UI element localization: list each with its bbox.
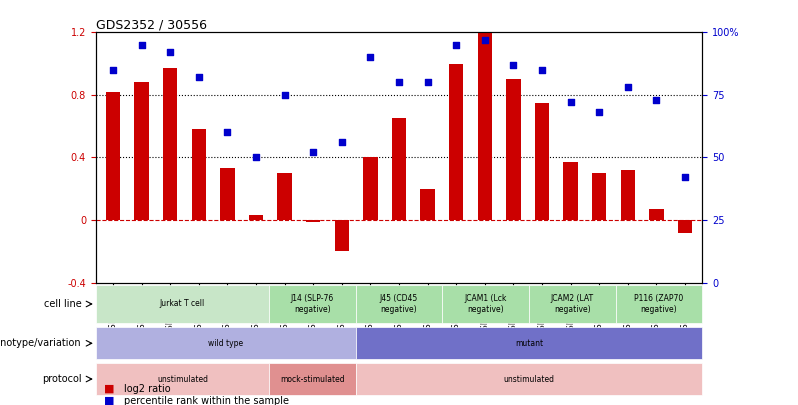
Point bbox=[622, 84, 634, 91]
Point bbox=[393, 79, 405, 86]
Text: Jurkat T cell: Jurkat T cell bbox=[160, 299, 205, 309]
Text: P116 (ZAP70
negative): P116 (ZAP70 negative) bbox=[634, 294, 684, 314]
Bar bbox=[592, 173, 606, 220]
Point bbox=[564, 99, 577, 106]
FancyBboxPatch shape bbox=[96, 285, 269, 323]
Point bbox=[250, 154, 263, 161]
Text: JCAM2 (LAT
negative): JCAM2 (LAT negative) bbox=[551, 294, 594, 314]
Text: GDS2352 / 30556: GDS2352 / 30556 bbox=[96, 18, 207, 31]
Point bbox=[279, 92, 291, 98]
FancyBboxPatch shape bbox=[96, 363, 269, 395]
Point bbox=[650, 97, 663, 103]
FancyBboxPatch shape bbox=[442, 285, 529, 323]
Point bbox=[335, 139, 348, 146]
Point bbox=[221, 129, 234, 136]
Bar bbox=[220, 168, 235, 220]
Text: J45 (CD45
negative): J45 (CD45 negative) bbox=[380, 294, 418, 314]
Text: mock-stimulated: mock-stimulated bbox=[280, 375, 345, 384]
Bar bbox=[106, 92, 120, 220]
Bar bbox=[392, 118, 406, 220]
Bar bbox=[621, 170, 635, 220]
Point bbox=[593, 109, 606, 116]
Bar bbox=[306, 220, 320, 222]
Bar bbox=[249, 215, 263, 220]
Text: percentile rank within the sample: percentile rank within the sample bbox=[124, 396, 289, 405]
Bar bbox=[192, 129, 206, 220]
Bar bbox=[278, 173, 292, 220]
Bar bbox=[449, 64, 464, 220]
Text: cell line: cell line bbox=[44, 299, 81, 309]
Point bbox=[507, 62, 519, 68]
Text: protocol: protocol bbox=[41, 374, 81, 384]
FancyBboxPatch shape bbox=[356, 285, 442, 323]
Point bbox=[421, 79, 434, 86]
Bar bbox=[363, 158, 377, 220]
Text: unstimulated: unstimulated bbox=[504, 375, 555, 384]
Bar bbox=[421, 189, 435, 220]
Point bbox=[479, 37, 492, 43]
FancyBboxPatch shape bbox=[269, 285, 356, 323]
Bar bbox=[678, 220, 692, 232]
Bar bbox=[163, 68, 177, 220]
Text: JCAM1 (Lck
negative): JCAM1 (Lck negative) bbox=[464, 294, 507, 314]
Point bbox=[306, 149, 319, 156]
FancyBboxPatch shape bbox=[356, 363, 702, 395]
Point bbox=[364, 54, 377, 61]
Bar bbox=[650, 209, 664, 220]
Point bbox=[107, 67, 120, 73]
Point bbox=[678, 174, 691, 181]
FancyBboxPatch shape bbox=[96, 327, 356, 359]
Point bbox=[192, 74, 205, 81]
Bar bbox=[506, 79, 520, 220]
Point bbox=[164, 49, 176, 55]
Text: log2 ratio: log2 ratio bbox=[124, 384, 170, 394]
Text: J14 (SLP-76
negative): J14 (SLP-76 negative) bbox=[290, 294, 334, 314]
Text: ■: ■ bbox=[104, 384, 114, 394]
Text: unstimulated: unstimulated bbox=[157, 375, 208, 384]
Text: ■: ■ bbox=[104, 396, 114, 405]
Point bbox=[135, 42, 148, 48]
Bar bbox=[535, 103, 549, 220]
Bar bbox=[478, 32, 492, 220]
Text: genotype/variation: genotype/variation bbox=[0, 338, 81, 348]
FancyBboxPatch shape bbox=[615, 285, 702, 323]
Text: wild type: wild type bbox=[208, 339, 243, 348]
Bar bbox=[334, 220, 349, 251]
Point bbox=[535, 67, 548, 73]
Text: mutant: mutant bbox=[515, 339, 543, 348]
Point bbox=[450, 42, 463, 48]
Bar bbox=[563, 162, 578, 220]
Bar bbox=[134, 83, 148, 220]
FancyBboxPatch shape bbox=[529, 285, 615, 323]
FancyBboxPatch shape bbox=[356, 327, 702, 359]
FancyBboxPatch shape bbox=[269, 363, 356, 395]
